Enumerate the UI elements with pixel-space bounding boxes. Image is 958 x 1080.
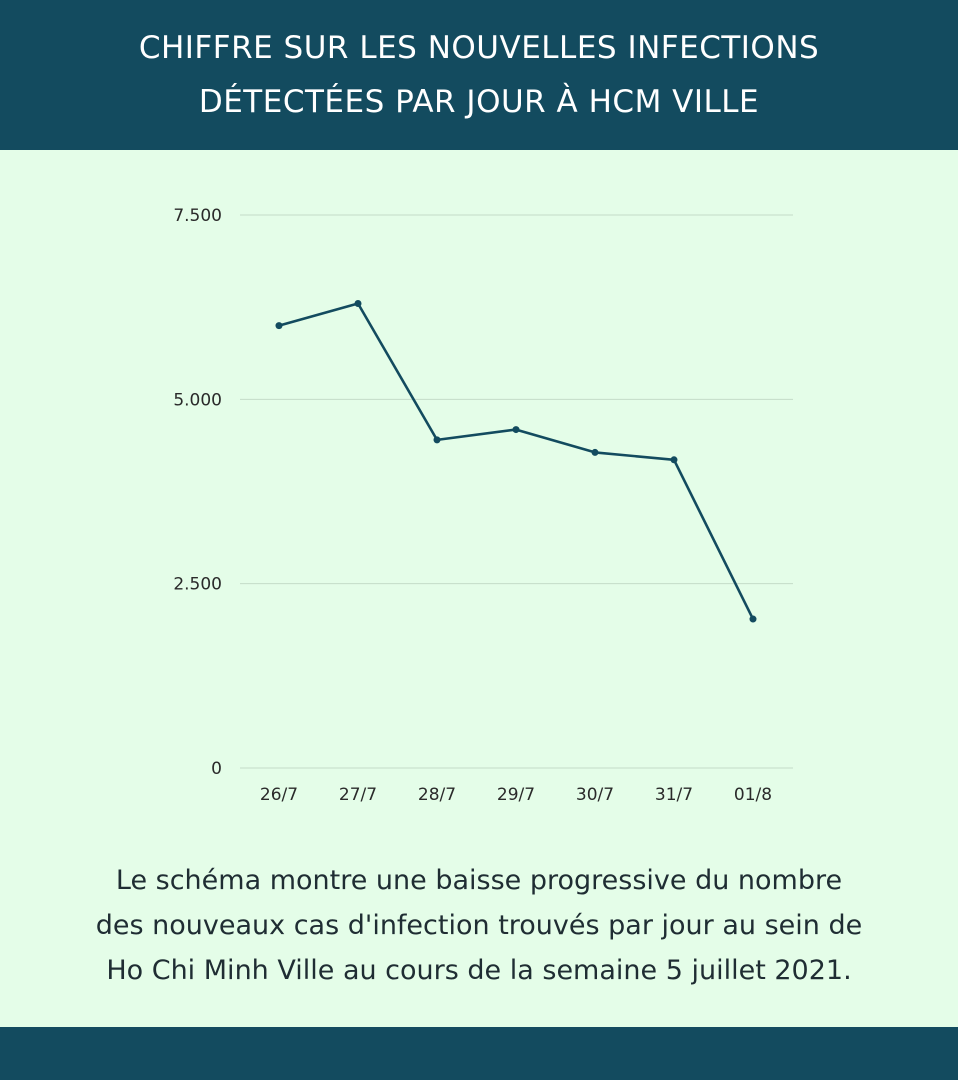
caption-line-3: Ho Chi Minh Ville au cours de la semaine…	[106, 955, 852, 986]
x-tick-label: 27/7	[339, 785, 377, 805]
line-chart: 0 2.500 5.000 7.500 26/7 27/7 28/7 29/7 30/7 31/7…	[173, 206, 793, 805]
x-tick-label: 30/7	[576, 785, 614, 805]
title-line-2: DÉTECTÉES PAR JOUR À HCM VILLE	[198, 84, 760, 120]
series-line	[278, 302, 755, 620]
y-tick-label: 2.500	[173, 575, 222, 595]
y-tick-label: 5.000	[173, 390, 222, 410]
caption-line-2: des nouveaux cas d'infection trouvés par…	[95, 910, 863, 941]
caption-line-1: Le schéma montre une baisse progressive …	[115, 865, 843, 896]
data-point	[749, 615, 757, 623]
y-tick-label: 7.500	[173, 206, 222, 226]
chart-area: 0 2.500 5.000 7.500 26/7 27/7 28/7 29/7 30/7 31/7…	[0, 150, 958, 830]
data-point	[275, 322, 283, 330]
x-tick-label: 29/7	[497, 785, 535, 805]
data-point	[591, 448, 599, 456]
data-point	[354, 299, 362, 307]
x-tick-label: 01/8	[734, 785, 772, 805]
header-banner: CHIFFRE SUR LES NOUVELLES INFECTIONS DÉT…	[0, 0, 958, 150]
data-point	[433, 436, 441, 444]
data-point	[512, 426, 520, 434]
x-tick-label: 28/7	[418, 785, 456, 805]
title-line-1: CHIFFRE SUR LES NOUVELLES INFECTIONS	[138, 30, 820, 66]
x-tick-label: 31/7	[655, 785, 693, 805]
footer-bar	[0, 1027, 958, 1080]
data-point	[670, 456, 678, 464]
y-tick-label: 0	[211, 759, 222, 779]
x-tick-label: 26/7	[260, 785, 298, 805]
chart-caption: Le schéma montre une baisse progressive …	[0, 858, 958, 993]
